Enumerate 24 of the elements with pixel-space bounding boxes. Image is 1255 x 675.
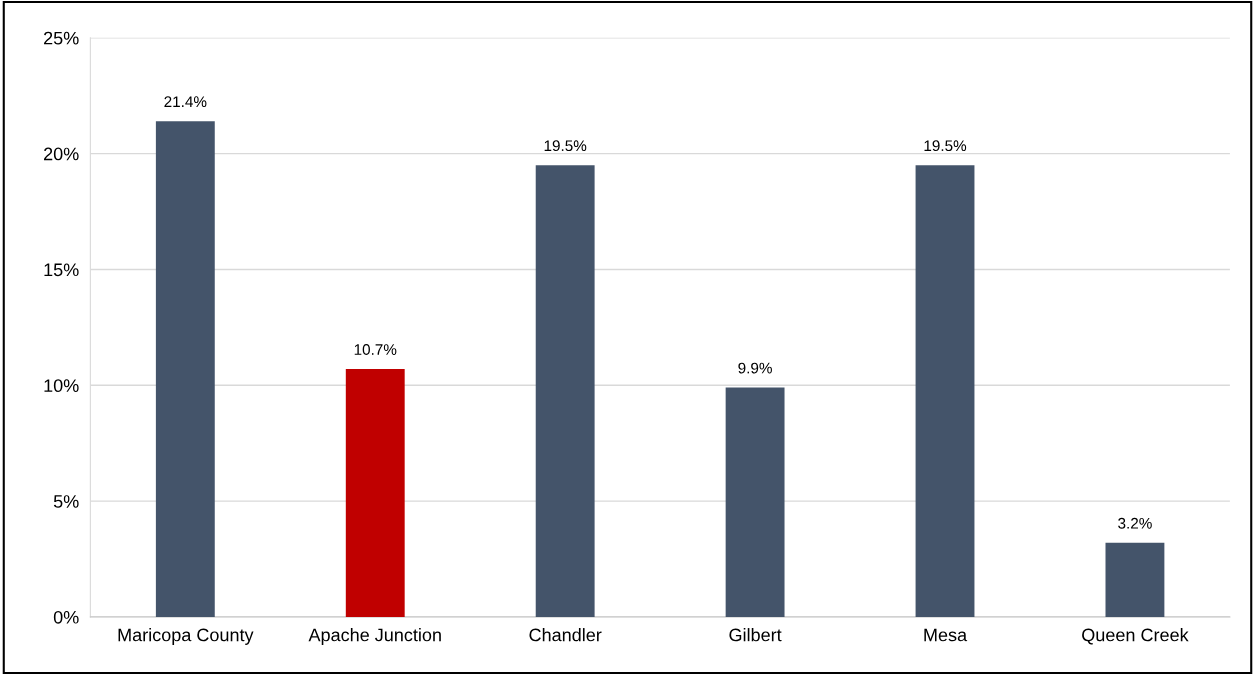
y-tick-label: 25% — [44, 31, 79, 45]
y-tick-label: 5% — [53, 495, 79, 508]
data-label: 10.7% — [354, 344, 397, 355]
x-tick-label: Chandler — [529, 628, 602, 642]
data-label: 21.4% — [164, 96, 207, 108]
data-label: 9.9% — [738, 362, 772, 374]
bar — [1105, 542, 1165, 617]
data-label: 19.5% — [924, 140, 967, 152]
y-tick-label: 0% — [53, 610, 79, 624]
bar — [535, 165, 595, 617]
x-tick-label: Mesa — [924, 628, 968, 642]
y-tick-label: 10% — [44, 379, 79, 393]
bar — [345, 369, 405, 617]
bar — [155, 121, 215, 617]
data-label: 3.2% — [1118, 517, 1152, 529]
y-tick-label: 20% — [44, 147, 79, 161]
x-tick-label: Gilbert — [729, 628, 782, 642]
x-tick-label: Queen Creek — [1082, 628, 1189, 645]
x-tick-label: Maricopa County — [118, 628, 254, 645]
x-tick-label: Apache Junction — [308, 628, 441, 645]
y-tick-label: 15% — [44, 263, 79, 277]
data-label: 19.5% — [544, 140, 587, 152]
bar — [915, 165, 975, 617]
bar — [725, 387, 785, 617]
